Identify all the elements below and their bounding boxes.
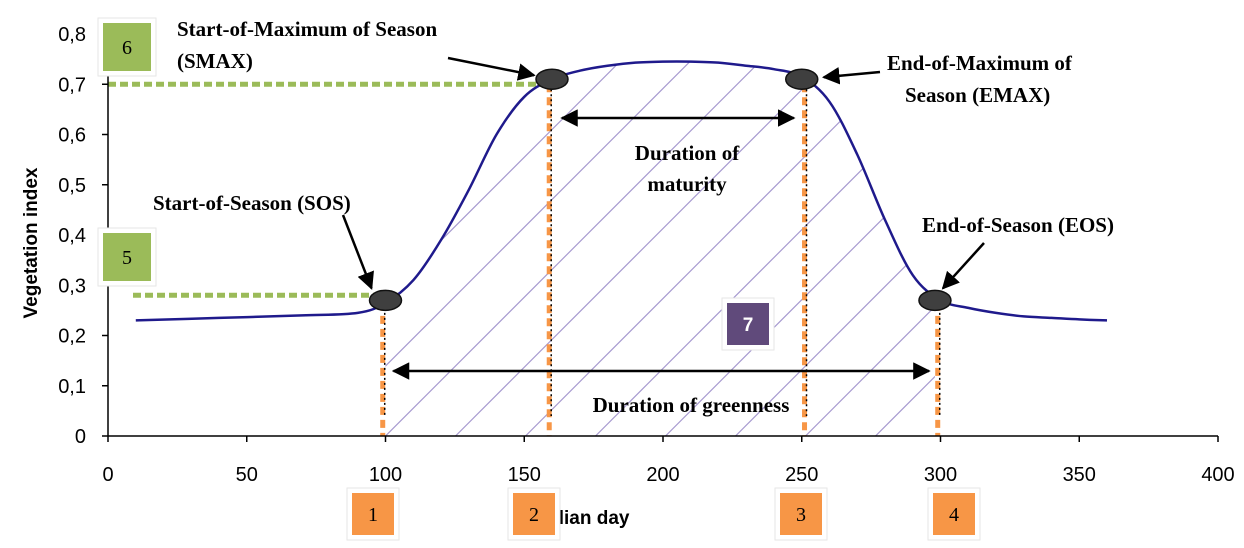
y-axis-label: Vegetation index bbox=[21, 167, 42, 318]
x-tick-label: 0 bbox=[102, 464, 113, 486]
emax-label-line2: Season (EMAX) bbox=[905, 83, 1050, 107]
hatch-line bbox=[595, 61, 935, 436]
x-tick-label: 150 bbox=[508, 464, 541, 486]
hatch-line bbox=[525, 61, 906, 436]
smax-label-line2: (SMAX) bbox=[177, 49, 253, 73]
emax-label-line1: End-of-Maximum of bbox=[887, 51, 1073, 75]
hatch-line bbox=[1156, 56, 1244, 436]
phenology-markers bbox=[368, 68, 952, 312]
marker-eos bbox=[918, 289, 952, 312]
hatch-line bbox=[1016, 56, 1244, 436]
y-tick-label: 0,6 bbox=[58, 125, 86, 147]
x-tick-label: 50 bbox=[236, 464, 258, 486]
y-tick-label: 0,2 bbox=[58, 326, 86, 348]
y-tick-label: 0 bbox=[75, 426, 86, 448]
y-tick-label: 0,3 bbox=[58, 275, 86, 297]
sos-label: Start-of-Season (SOS) bbox=[153, 191, 351, 215]
sos-arrow bbox=[341, 214, 374, 290]
x-tick-label: 200 bbox=[646, 464, 679, 486]
greenness-label: Duration of greenness bbox=[593, 393, 790, 417]
box-label: 7 bbox=[743, 315, 754, 336]
hatch-line bbox=[385, 61, 696, 436]
box-label: 5 bbox=[122, 247, 132, 269]
hatch-line bbox=[875, 61, 935, 436]
hatch-line bbox=[1086, 56, 1244, 436]
box-2: 2 bbox=[507, 487, 561, 541]
x-tick-label: 250 bbox=[785, 464, 818, 486]
y-tick-label: 0,4 bbox=[58, 225, 86, 247]
smax-label-line1: Start-of-Maximum of Season bbox=[177, 17, 437, 41]
box-6: 6 bbox=[97, 17, 157, 77]
hatch-line bbox=[385, 61, 626, 436]
box-1: 1 bbox=[346, 487, 400, 541]
hatch-line bbox=[385, 61, 556, 436]
hatch-line bbox=[946, 56, 1244, 436]
eos-arrow bbox=[941, 242, 985, 290]
smax-arrow bbox=[447, 56, 536, 81]
vegetation-index-curve bbox=[135, 60, 1108, 322]
box-7: 7 bbox=[721, 297, 775, 351]
hatch-line bbox=[385, 61, 486, 436]
marker-emax bbox=[785, 68, 819, 90]
annotation-arrows bbox=[341, 56, 985, 380]
y-tick-label: 0,5 bbox=[58, 175, 86, 197]
x-tick-label: 350 bbox=[1063, 464, 1096, 486]
eos-label: End-of-Season (EOS) bbox=[922, 213, 1114, 237]
maturity-label-line1: Duration of bbox=[635, 141, 740, 165]
hatch-line bbox=[1226, 56, 1244, 436]
box-label: 1 bbox=[368, 504, 378, 526]
box-label: 2 bbox=[529, 504, 539, 526]
box-label: 3 bbox=[796, 504, 806, 526]
numbered-boxes: 1 2 3 4 5 6 7 bbox=[97, 17, 981, 541]
hatch-line bbox=[385, 61, 416, 436]
x-tick-label: 300 bbox=[924, 464, 957, 486]
x-tick-label: 400 bbox=[1201, 464, 1234, 486]
x-tick-label: 100 bbox=[369, 464, 402, 486]
hatch-line bbox=[385, 61, 766, 436]
hatch-line bbox=[455, 61, 836, 436]
box-5: 5 bbox=[97, 227, 157, 287]
y-tick-label: 0,1 bbox=[58, 376, 86, 398]
guide-lines bbox=[108, 81, 941, 436]
hatch-line bbox=[665, 61, 935, 436]
box-3: 3 bbox=[774, 487, 828, 541]
hatch-line bbox=[805, 61, 935, 436]
marker-smax bbox=[535, 68, 569, 90]
y-tick-label: 0,8 bbox=[58, 24, 86, 46]
maturity-label-line2: maturity bbox=[647, 172, 727, 196]
box-4: 4 bbox=[927, 487, 981, 541]
y-tick-label: 0,7 bbox=[58, 74, 86, 96]
axes: 0 0,1 0,2 0,3 0,4 0,5 0,6 0,7 0,8 0 50 100 150 200 250… bbox=[58, 24, 1235, 486]
marker-sos bbox=[368, 289, 403, 312]
hatch-line bbox=[735, 61, 935, 436]
box-label: 6 bbox=[122, 37, 132, 59]
box-label: 4 bbox=[949, 504, 959, 526]
emax-arrow bbox=[822, 67, 881, 85]
hatch-line bbox=[0, 56, 346, 436]
